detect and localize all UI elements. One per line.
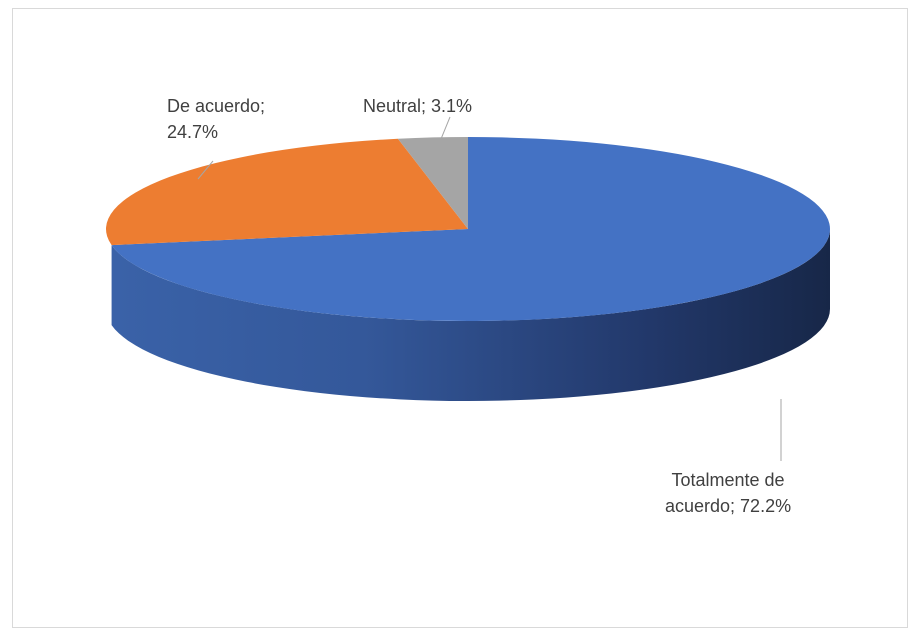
leader-line-de-acuerdo — [197, 160, 214, 180]
leader-line-neutral — [440, 116, 451, 140]
pie-slice-de-acuerdo — [105, 138, 468, 246]
pie-slice-neutral — [397, 137, 468, 229]
data-label-totalmente-de-acuerdo: Totalmente de acuerdo; 72.2% — [665, 470, 792, 516]
pie-side-wall-totalmente-de-acuerdo — [111, 229, 830, 402]
data-label-neutral: Neutral; 3.1% — [363, 96, 473, 116]
pie-slices — [105, 137, 830, 402]
pie-chart — [105, 116, 830, 461]
leader-lines — [197, 116, 782, 461]
chart-frame: Totalmente de acuerdo; 72.2% De acuerdo;… — [12, 8, 908, 628]
data-label-de-acuerdo: De acuerdo; 24.7% — [167, 96, 266, 142]
pie-slice-totalmente-de-acuerdo — [111, 137, 830, 321]
